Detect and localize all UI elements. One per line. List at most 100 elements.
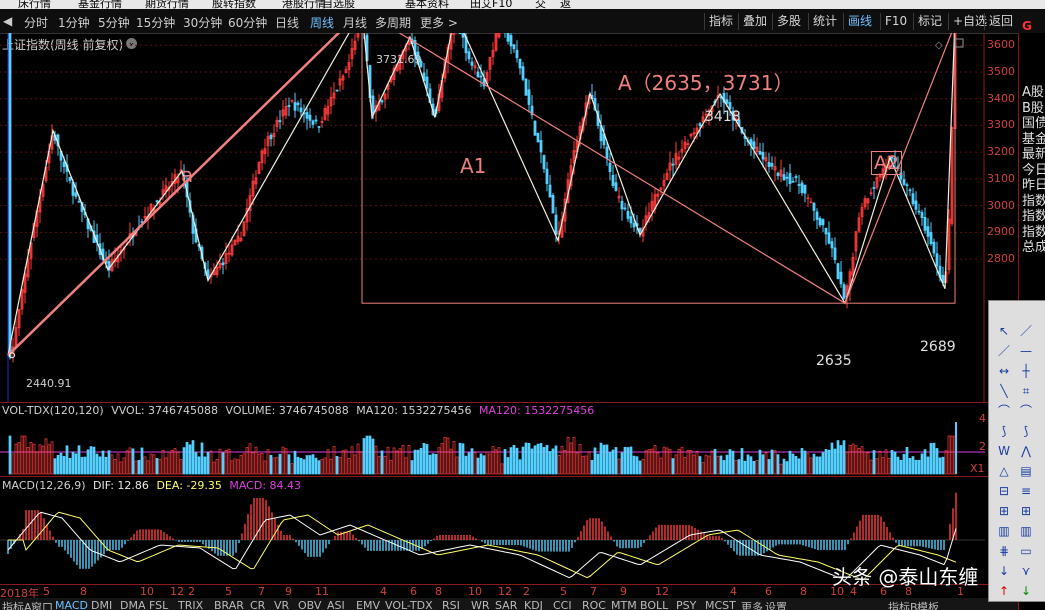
top-menu-item[interactable]: 港股行情: [282, 0, 326, 9]
drawing-tool-icon[interactable]: ▤: [1020, 464, 1032, 478]
drawing-tool-icon[interactable]: ⊞: [998, 504, 1010, 518]
toolbar-arrow-icon[interactable]: ◀: [3, 14, 13, 28]
indicator-tab[interactable]: KDJ: [524, 599, 543, 610]
period-tab[interactable]: 30分钟: [183, 16, 223, 30]
drawing-tool-icon[interactable]: ↑: [998, 584, 1010, 598]
top-menu-item[interactable]: 返: [560, 0, 571, 9]
drawing-tool-icon[interactable]: ≡: [1020, 484, 1032, 498]
period-tab[interactable]: 60分钟: [228, 16, 268, 30]
drawing-tool-icon[interactable]: ⌒: [997, 404, 1010, 418]
drawing-tool-icon[interactable]: ▥: [998, 524, 1010, 538]
drawing-tool-icon[interactable]: ⊞: [1020, 504, 1032, 518]
drawing-tool-icon[interactable]: ⋀: [1021, 444, 1031, 458]
market-info-label[interactable]: 最新: [1022, 147, 1045, 162]
market-info-label[interactable]: 指数: [1022, 224, 1045, 240]
indicator-tab[interactable]: 指标A: [2, 601, 32, 610]
market-info-label[interactable]: 国债: [1022, 116, 1045, 131]
market-info-label[interactable]: 指数: [1022, 193, 1045, 209]
indicator-tab[interactable]: 设置: [765, 601, 787, 610]
top-menu-item[interactable]: 床行情: [18, 0, 51, 9]
indicator-tab[interactable]: DMA: [120, 599, 146, 610]
indicator-tab[interactable]: ASI: [327, 599, 345, 610]
indicator-tab[interactable]: VOL-TDX: [385, 599, 433, 610]
drawing-tool-icon[interactable]: ↖: [998, 324, 1010, 338]
toolbar-right-button[interactable]: F10: [880, 13, 911, 30]
market-info-label[interactable]: 基金: [1022, 131, 1045, 147]
indicator-tab[interactable]: CR: [250, 599, 266, 610]
period-tab[interactable]: 月线: [343, 16, 368, 30]
indicator-tab[interactable]: 模板: [917, 601, 939, 610]
indicator-tab[interactable]: DMI: [91, 599, 113, 610]
top-menu-item[interactable]: 期货行情: [145, 0, 189, 9]
drawing-tool-icon[interactable]: ┼: [1022, 364, 1030, 378]
indicator-tab[interactable]: RSI: [442, 599, 460, 610]
indicator-tab[interactable]: PSY: [676, 599, 697, 610]
drawing-tool-icon[interactable]: W: [998, 444, 1010, 458]
period-tab[interactable]: 1分钟: [58, 16, 90, 30]
indicator-tab[interactable]: 指标B: [888, 601, 918, 610]
indicator-tab[interactable]: OBV: [298, 599, 322, 610]
market-info-label[interactable]: 今日: [1022, 162, 1045, 178]
top-menu-item[interactable]: 自选股: [322, 0, 355, 9]
drawing-tool-icon[interactable]: ▭: [1020, 544, 1032, 558]
top-menu-item[interactable]: 基本资料: [405, 0, 449, 9]
drawing-tool-icon[interactable]: ↔: [998, 364, 1010, 378]
period-tab[interactable]: 更多 >: [420, 16, 458, 30]
indicator-tab[interactable]: 更多: [741, 601, 763, 610]
drawing-tool-icon[interactable]: ⟆: [1023, 424, 1029, 438]
top-menu-item[interactable]: 基金行情: [78, 0, 122, 9]
indicator-tab[interactable]: MACD: [55, 599, 88, 610]
market-info-label[interactable]: A股: [1022, 85, 1044, 100]
indicator-tab[interactable]: WR: [471, 599, 490, 610]
period-tab[interactable]: 分时: [24, 16, 49, 30]
indicator-tab[interactable]: 窗口: [31, 601, 53, 610]
indicator-tab[interactable]: TRIX: [178, 599, 204, 610]
toolbar-right-button[interactable]: 统计: [808, 13, 841, 30]
indicator-tab[interactable]: BRAR: [214, 599, 244, 610]
indicator-tab[interactable]: BOLL: [640, 599, 669, 610]
right-panel-header[interactable]: G: [1022, 19, 1032, 33]
drawing-tool-icon[interactable]: ⟆: [1001, 424, 1007, 438]
toolbar-right-button[interactable]: +自选: [948, 13, 991, 30]
macd-panel-title[interactable]: MACD(12,26,9): [2, 479, 86, 492]
period-tab[interactable]: 日线: [275, 16, 300, 30]
indicator-tab[interactable]: ROC: [582, 599, 606, 610]
market-info-label[interactable]: 总成: [1022, 240, 1045, 255]
indicator-tab[interactable]: SAR: [495, 599, 518, 610]
toolbar-right-button[interactable]: 多股: [772, 13, 805, 30]
indicator-tab[interactable]: CCI: [553, 599, 572, 610]
drawing-tool-icon[interactable]: ／: [997, 344, 1010, 358]
indicator-tab[interactable]: VR: [274, 599, 290, 610]
drawing-tool-icon[interactable]: ↓: [998, 564, 1010, 578]
drawing-tool-icon[interactable]: —: [1020, 344, 1032, 358]
period-tab[interactable]: 周线: [310, 16, 335, 30]
drawing-tool-icon[interactable]: ↓: [1020, 584, 1032, 598]
indicator-tab[interactable]: MCST: [705, 599, 736, 610]
toolbar-right-button[interactable]: 指标: [704, 13, 737, 30]
drawing-tool-icon[interactable]: ／: [1019, 324, 1032, 338]
market-info-label[interactable]: 昨日: [1022, 178, 1045, 193]
toolbar-right-button[interactable]: 返回: [984, 13, 1017, 30]
drawing-tool-icon[interactable]: ⌗: [1022, 384, 1030, 398]
title-dropdown-icon[interactable]: ⌄: [126, 38, 137, 49]
top-menu-item[interactable]: 田艾F10: [470, 0, 513, 9]
drawing-tool-icon[interactable]: ╲: [1000, 384, 1008, 398]
indicator-tab[interactable]: FSL: [149, 599, 169, 610]
drawing-tool-icon[interactable]: ⋕: [998, 544, 1010, 558]
drawing-tool-icon[interactable]: △: [999, 464, 1009, 478]
period-tab[interactable]: 多周期: [375, 16, 412, 30]
period-tab[interactable]: 5分钟: [98, 16, 130, 30]
toolbar-right-button[interactable]: 叠加: [738, 13, 771, 30]
drawing-tool-icon[interactable]: ⊟: [998, 484, 1010, 498]
indicator-tab[interactable]: MTM: [611, 599, 637, 610]
market-info-label[interactable]: 指数: [1022, 209, 1045, 224]
toolbar-right-button[interactable]: 标记: [913, 13, 946, 30]
volume-panel-title[interactable]: VOL-TDX(120,120): [2, 404, 104, 417]
top-menu-item[interactable]: 交: [535, 0, 546, 9]
drawing-tool-icon[interactable]: ⋎: [1021, 564, 1031, 578]
drawing-tool-icon[interactable]: ⌒: [1019, 404, 1032, 418]
top-menu-item[interactable]: 股转指数: [212, 0, 256, 9]
market-info-label[interactable]: B股: [1022, 100, 1044, 116]
drawing-tool-icon[interactable]: ▥: [1020, 524, 1032, 538]
kline-chart[interactable]: ◇: [0, 33, 1018, 403]
